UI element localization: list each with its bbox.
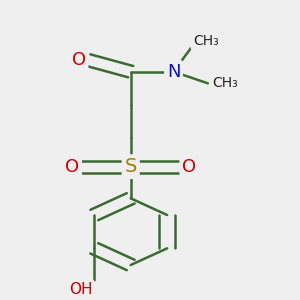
Text: OH: OH <box>69 282 92 297</box>
Text: CH₃: CH₃ <box>193 34 219 48</box>
Text: S: S <box>124 157 137 176</box>
Text: O: O <box>72 51 86 69</box>
Text: O: O <box>182 158 196 176</box>
Text: N: N <box>167 63 180 81</box>
Text: O: O <box>65 158 79 176</box>
Text: CH₃: CH₃ <box>212 76 238 90</box>
